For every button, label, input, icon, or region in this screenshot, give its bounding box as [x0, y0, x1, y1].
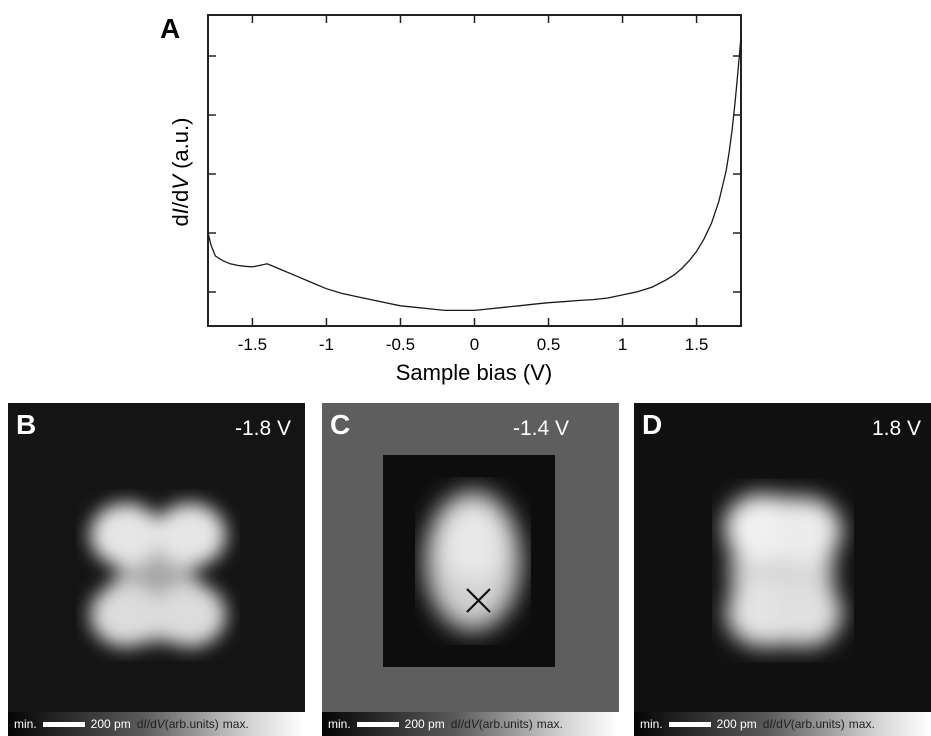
- cross-marker: [466, 588, 491, 613]
- panel-d-label: D: [642, 409, 663, 440]
- panel-b-colorbar: min. 200 pm dI/dV(arb.units) max.: [8, 712, 305, 736]
- panel-b-label: B: [16, 409, 37, 440]
- didv-curve: [207, 36, 742, 312]
- scale-bar-label: 200 pm: [716, 717, 757, 731]
- panel-d-image: [634, 403, 931, 736]
- colorbar-min: min.: [14, 717, 37, 731]
- x-tick-label: -1: [319, 335, 334, 354]
- x-tick-label: 1: [618, 335, 627, 354]
- panel-c-bias: -1.4 V: [512, 417, 569, 440]
- panel-c-map: C -1.4 V min. 200 pm dI/dV(arb.units) ma…: [322, 403, 619, 736]
- colorbar-max: max.: [848, 717, 875, 731]
- colorbar-min: min.: [328, 717, 351, 731]
- colorbar-unit: dI/dV(arb.units): [762, 717, 845, 731]
- colorbar-unit: dI/dV(arb.units): [450, 717, 533, 731]
- panel-d-bias: 1.8 V: [871, 417, 921, 440]
- panel-d-map: D 1.8 V min. 200 pm dI/dV(arb.units) max…: [634, 403, 931, 736]
- y-ticks: [208, 55, 741, 293]
- scale-bar: [668, 721, 711, 727]
- panel-c-image: [322, 403, 619, 736]
- panel-a-chart: A -1.5 -1 -0.5 0 0.5 1 1.5 Sample bias (V) dI/…: [160, 13, 742, 385]
- panel-b-map: B -1.8 V min. 200 pm dI/dV(arb.units) ma…: [8, 403, 305, 736]
- x-ticks: -1.5 -1 -0.5 0 0.5 1 1.5: [238, 15, 709, 354]
- scale-bar-label: 200 pm: [404, 717, 445, 731]
- panel-b-bias: -1.8 V: [234, 417, 291, 440]
- colorbar-unit: dI/dV(arb.units): [136, 717, 219, 731]
- panel-b-image: [8, 403, 305, 736]
- plot-frame: [207, 14, 742, 327]
- x-axis-label: Sample bias (V): [396, 360, 553, 385]
- x-tick-label: -0.5: [386, 335, 415, 354]
- colorbar-max: max.: [536, 717, 563, 731]
- panel-c-colorbar: min. 200 pm dI/dV(arb.units) max.: [322, 712, 619, 736]
- x-tick-label: 0: [470, 335, 479, 354]
- scale-bar: [356, 721, 399, 727]
- scale-bar: [42, 721, 85, 727]
- x-tick-label: 1.5: [685, 335, 709, 354]
- scale-bar-label: 200 pm: [90, 717, 131, 731]
- panel-c-label: C: [330, 409, 351, 440]
- panel-d-colorbar: min. 200 pm dI/dV(arb.units) max.: [634, 712, 931, 736]
- colorbar-min: min.: [640, 717, 663, 731]
- x-tick-label: -1.5: [238, 335, 267, 354]
- panel-a-label: A: [160, 13, 180, 44]
- y-axis-label: dI/dV (a.u.): [168, 118, 193, 227]
- x-tick-label: 0.5: [537, 335, 561, 354]
- colorbar-max: max.: [222, 717, 249, 731]
